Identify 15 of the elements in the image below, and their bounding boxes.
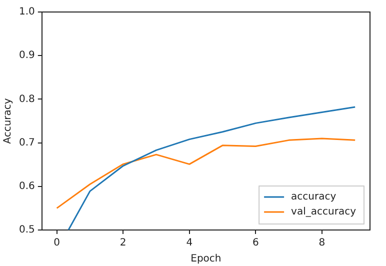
x-axis-title: Epoch — [190, 254, 222, 265]
x-tick-label: 6 — [252, 238, 259, 249]
y-tick-label: 0.7 — [18, 137, 35, 148]
y-tick-label: 1.0 — [18, 6, 35, 18]
y-tick-label: 0.6 — [18, 180, 35, 192]
x-tick-label: 8 — [318, 238, 326, 249]
x-tick-label: 2 — [120, 238, 126, 249]
y-tick-label: 0.9 — [18, 50, 35, 62]
y-tick-label: 0.5 — [18, 224, 35, 236]
legend-label: accuracy — [291, 192, 336, 203]
y-axis-title: Accuracy — [2, 98, 14, 144]
y-tick-label: 0.8 — [18, 94, 35, 105]
x-tick-label: 4 — [186, 238, 193, 249]
x-tick-label: 0 — [54, 238, 60, 249]
legend-label: val_accuracy — [291, 206, 356, 218]
